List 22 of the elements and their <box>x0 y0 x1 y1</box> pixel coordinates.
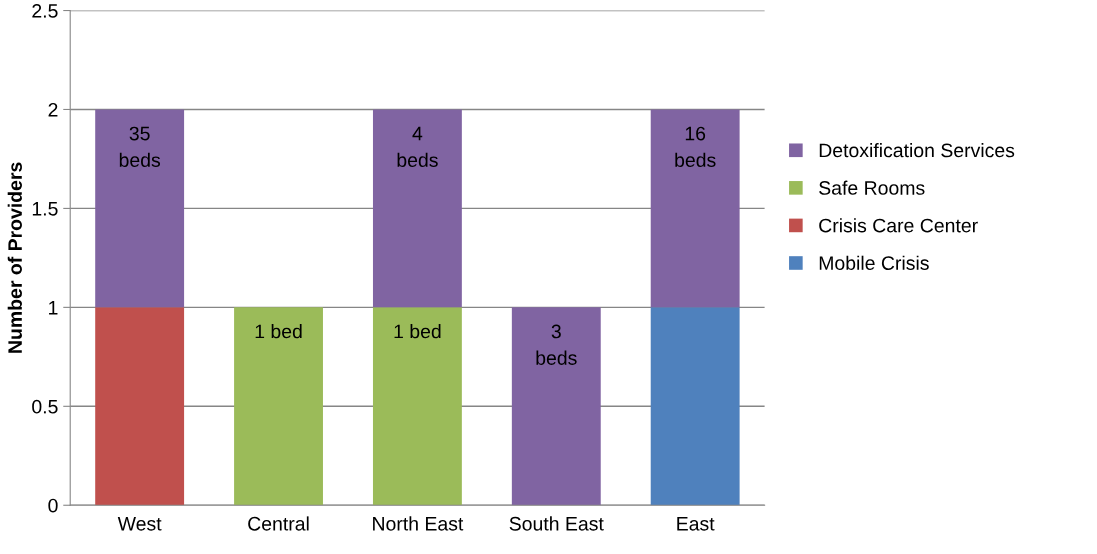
y-tick-label: 2.5 <box>32 3 58 18</box>
annotation: 1 bed <box>255 324 302 339</box>
annotation: 4 beds <box>397 126 438 167</box>
legend-label: Crisis Care Center <box>819 218 978 233</box>
annotation: 35 beds <box>119 126 161 167</box>
y-tick-label: 1 <box>49 301 58 315</box>
x-tick-label: North East <box>373 516 464 531</box>
annotation: 16 beds <box>675 126 716 167</box>
annotation: 3 beds <box>536 324 577 365</box>
y-tick-label: 0 <box>48 498 58 513</box>
x-tick-label: West <box>117 517 162 531</box>
legend-label: Safe Rooms <box>819 180 925 195</box>
x-tick-label: East <box>677 517 715 531</box>
x-tick-label: Central <box>248 516 309 531</box>
y-tick-label: 2 <box>48 102 58 117</box>
legend-label: Mobile Crisis <box>819 255 929 270</box>
annotation: 1 bed <box>394 324 441 339</box>
y-axis-title: Number of Providers <box>7 162 22 353</box>
y-tick-label: 1.5 <box>32 202 58 216</box>
x-tick-label: South East <box>509 516 604 531</box>
legend-label: Detoxification Services <box>819 143 1015 158</box>
y-tick-label: 0.5 <box>32 399 58 414</box>
